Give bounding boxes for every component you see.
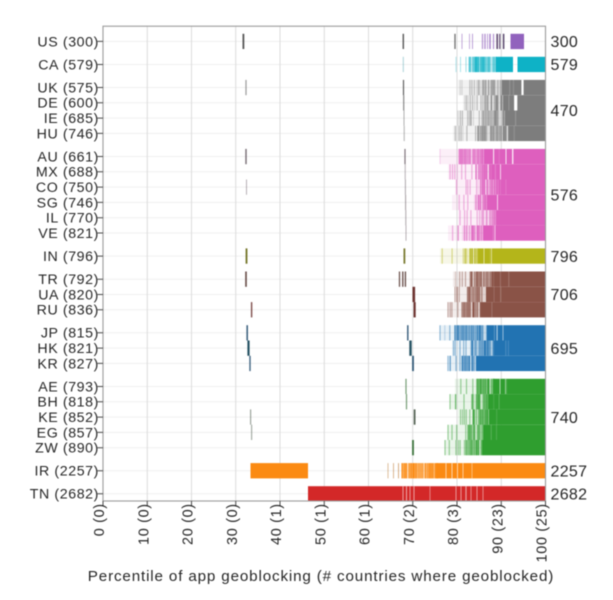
svg-text:TR (792): TR (792) <box>38 272 99 288</box>
svg-text:CO (750): CO (750) <box>36 180 99 196</box>
svg-text:UK (575): UK (575) <box>37 80 99 96</box>
svg-text:ZW (890): ZW (890) <box>35 441 99 457</box>
svg-text:796: 796 <box>551 249 579 266</box>
svg-text:UA (820): UA (820) <box>38 287 99 303</box>
svg-text:0 (0): 0 (0) <box>92 503 108 536</box>
svg-text:KE (852): KE (852) <box>38 410 99 426</box>
svg-text:SG (746): SG (746) <box>37 195 99 211</box>
svg-text:740: 740 <box>551 410 579 427</box>
svg-text:MX (688): MX (688) <box>36 165 99 181</box>
svg-text:IE (685): IE (685) <box>44 111 99 127</box>
svg-text:30 (0): 30 (0) <box>225 503 241 545</box>
svg-text:US (300): US (300) <box>37 34 99 50</box>
svg-text:60 (1): 60 (1) <box>358 503 374 545</box>
svg-text:VE (821): VE (821) <box>38 226 99 242</box>
svg-text:RU (836): RU (836) <box>37 303 99 319</box>
svg-text:JP (815): JP (815) <box>41 326 99 342</box>
svg-text:KR (827): KR (827) <box>37 356 99 372</box>
svg-text:IL (770): IL (770) <box>46 211 99 227</box>
svg-text:50 (1): 50 (1) <box>313 503 329 545</box>
svg-text:300: 300 <box>551 34 579 51</box>
svg-text:579: 579 <box>551 57 579 74</box>
svg-text:470: 470 <box>551 103 579 120</box>
svg-text:706: 706 <box>551 287 579 304</box>
svg-text:IN (796): IN (796) <box>43 249 99 265</box>
svg-text:576: 576 <box>551 188 579 205</box>
svg-text:DE (600): DE (600) <box>37 96 99 112</box>
svg-text:2257: 2257 <box>551 464 588 481</box>
svg-text:100 (25): 100 (25) <box>535 503 551 562</box>
svg-text:10 (0): 10 (0) <box>136 503 152 545</box>
svg-text:AU (661): AU (661) <box>37 149 99 165</box>
svg-text:HU (746): HU (746) <box>37 126 99 142</box>
svg-text:90 (23): 90 (23) <box>490 503 506 554</box>
svg-text:CA (579): CA (579) <box>38 57 99 73</box>
svg-text:70 (2): 70 (2) <box>402 503 418 545</box>
svg-text:Percentile of app geoblocking: Percentile of app geoblocking (# countri… <box>88 568 554 585</box>
svg-text:IR (2257): IR (2257) <box>34 464 99 480</box>
svg-text:AE (793): AE (793) <box>38 379 99 395</box>
svg-text:80 (3): 80 (3) <box>446 503 462 545</box>
svg-text:695: 695 <box>551 341 579 358</box>
svg-text:20 (0): 20 (0) <box>181 503 197 545</box>
svg-text:TN (2682): TN (2682) <box>30 487 99 503</box>
svg-text:HK (821): HK (821) <box>37 341 99 357</box>
svg-text:2682: 2682 <box>551 487 588 504</box>
svg-text:BH (818): BH (818) <box>37 395 99 411</box>
svg-text:40 (1): 40 (1) <box>269 503 285 545</box>
svg-text:EG (857): EG (857) <box>37 425 99 441</box>
